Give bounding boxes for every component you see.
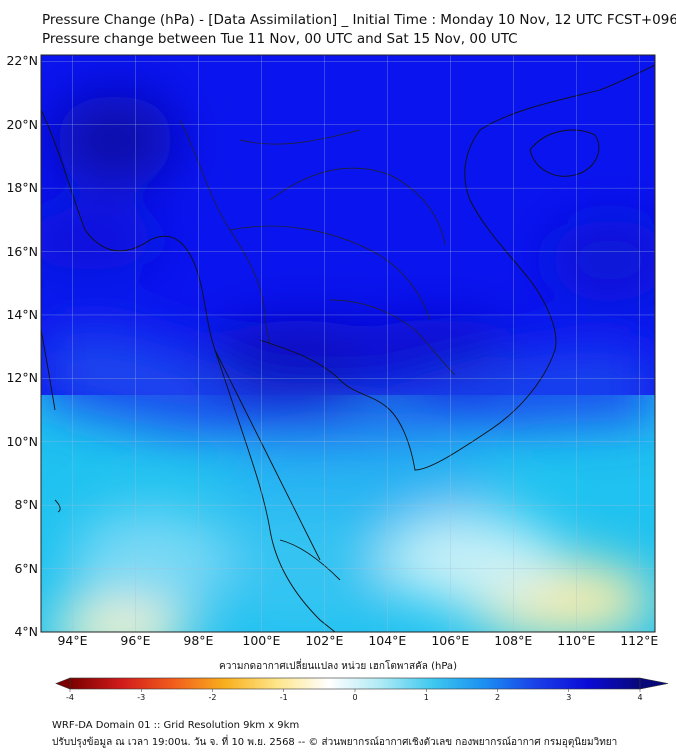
colorbar xyxy=(55,677,669,692)
lon-label: 98°E xyxy=(183,633,214,648)
footer-domain-info: WRF-DA Domain 01 :: Grid Resolution 9km … xyxy=(52,720,300,731)
colorbar-max-extend xyxy=(639,677,669,690)
lon-label: 102°E xyxy=(305,633,344,648)
map-frame xyxy=(40,54,656,633)
lon-label: 104°E xyxy=(368,633,407,648)
graticule xyxy=(41,55,655,632)
colorbar-tick-label: 4 xyxy=(637,693,643,702)
lat-label: 18°N xyxy=(6,180,38,196)
colorbar-title: ความกดอากาศเปลี่ยนแปลง หน่วย เฮกโตพาสคัล… xyxy=(219,661,457,672)
footer-credit: ปรับปรุงข้อมูล ณ เวลา 19:00น. วัน จ. ที่… xyxy=(52,737,618,748)
lon-label: 110°E xyxy=(557,633,596,648)
colorbar-tick-label: -2 xyxy=(208,693,217,702)
colorbar-tick-label: -3 xyxy=(137,693,146,702)
lat-label: 6°N xyxy=(14,560,38,576)
colorbar-fill xyxy=(69,677,641,690)
map-field xyxy=(41,55,655,632)
colorbar-tick-label: 2 xyxy=(494,693,501,702)
colorbar-tick-label: 1 xyxy=(423,693,429,702)
colorbar-tick-label: 3 xyxy=(566,693,572,702)
colorbar-tick-label: 0 xyxy=(352,693,358,702)
lat-label: 4°N xyxy=(14,624,38,639)
lat-label: 14°N xyxy=(6,306,38,322)
lon-label: 112°E xyxy=(620,633,659,648)
coastlines xyxy=(41,64,655,632)
lat-label: 12°N xyxy=(6,370,38,386)
lat-label: 16°N xyxy=(6,243,38,259)
country-borders xyxy=(179,119,456,376)
lon-label: 94°E xyxy=(57,633,88,648)
map-title: Pressure Change (hPa) - [Data Assimilati… xyxy=(42,12,676,28)
lon-label: 96°E xyxy=(120,633,151,648)
lat-label: 10°N xyxy=(6,433,38,449)
colorbar-tick-label: -4 xyxy=(66,693,74,702)
lat-label: 20°N xyxy=(6,116,38,132)
lon-label: 108°E xyxy=(494,633,533,648)
colorbar-min-extend xyxy=(55,677,71,690)
lon-label: 100°E xyxy=(242,633,281,648)
lon-label: 106°E xyxy=(431,633,470,648)
colorbar-tick-label: -1 xyxy=(279,693,288,702)
lat-label: 8°N xyxy=(14,497,38,513)
lat-label: 22°N xyxy=(6,53,38,69)
map-subtitle: Pressure change between Tue 11 Nov, 00 U… xyxy=(42,31,518,47)
